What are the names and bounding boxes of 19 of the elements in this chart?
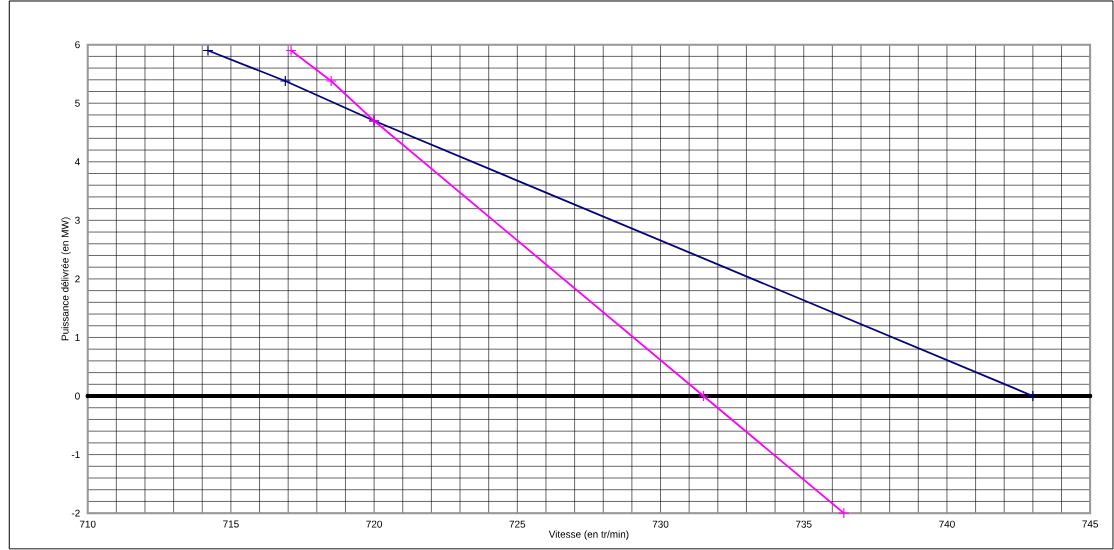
x-tick-label: 720	[366, 520, 382, 528]
y-tick-label: 4	[74, 158, 80, 166]
y-tick-label: 0	[75, 392, 80, 400]
y-tick-label: 1	[75, 334, 80, 341]
y-axis-title: Puissance délivrée (en MW)	[61, 217, 71, 341]
y-tick-label: 5	[75, 99, 80, 107]
y-tick-label: 3	[75, 216, 80, 224]
y-tick-label: 6	[75, 41, 80, 49]
x-tick-label: 725	[509, 520, 526, 528]
x-tick-label: 745	[1082, 520, 1099, 528]
y-tick-label: -2	[71, 509, 80, 517]
x-axis-title: Vitesse (en tr/min)	[548, 530, 629, 540]
x-tick-label: 730	[652, 520, 669, 528]
x-tick-label: 735	[795, 520, 812, 528]
y-tick-label: -1	[71, 451, 80, 459]
x-tick-label: 715	[223, 520, 239, 528]
x-tick-label: 710	[79, 520, 96, 528]
y-tick-label: 2	[75, 275, 80, 283]
x-tick-label: 740	[939, 520, 955, 528]
